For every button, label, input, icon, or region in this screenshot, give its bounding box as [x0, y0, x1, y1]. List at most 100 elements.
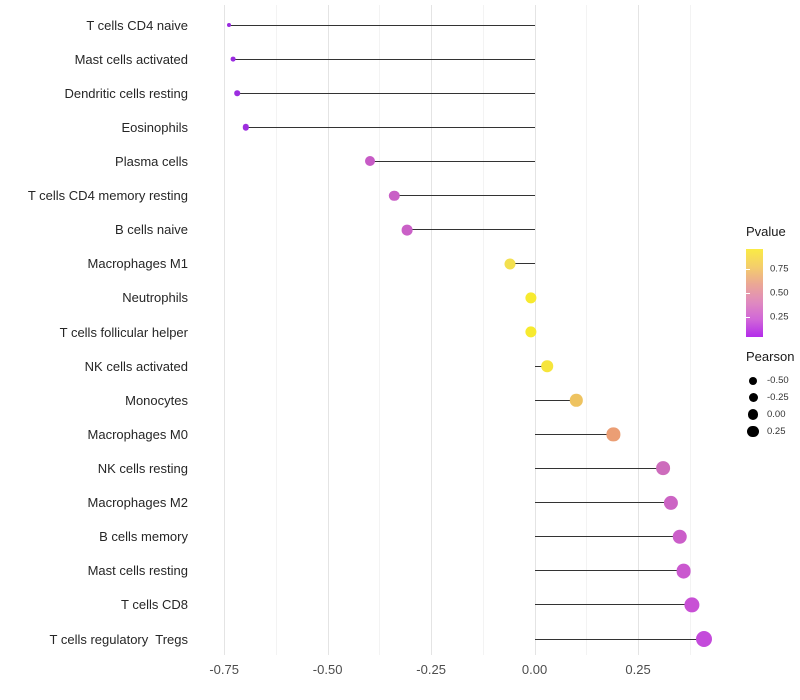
pearson-size-circle [747, 425, 759, 438]
pearson-legend-item: 0.00 [746, 406, 794, 423]
data-point [525, 292, 537, 304]
pvalue-colorbar: 0.75 0.50 0.25 [746, 249, 800, 337]
row-track [197, 451, 737, 485]
row-track [197, 554, 737, 588]
gridline-major [431, 5, 433, 655]
row-track [197, 315, 737, 349]
pearson-size-label: -0.50 [767, 375, 789, 386]
pearson-size-key [746, 376, 760, 385]
pearson-size-label: -0.25 [767, 392, 789, 403]
row-track [197, 144, 737, 178]
pvalue-tick-label: 0.75 [770, 263, 789, 275]
lollipop-row: NK cells resting [0, 451, 737, 485]
pvalue-legend-title: Pvalue [746, 224, 786, 239]
lollipop-row: Dendritic cells resting [0, 76, 737, 110]
stem-line [245, 126, 535, 128]
category-label: T cells CD8 [121, 597, 188, 613]
data-point [672, 529, 687, 544]
data-point [541, 360, 554, 372]
x-axis-tick-label: -0.50 [312, 662, 343, 677]
gridline-major [638, 5, 640, 655]
x-axis-tick-label: 0.00 [521, 662, 548, 677]
stem-line [534, 399, 577, 401]
row-track [197, 349, 737, 383]
data-point [676, 563, 692, 579]
category-label: Neutrophils [122, 290, 188, 306]
category-label: Macrophages M1 [87, 256, 188, 272]
row-track [197, 417, 737, 451]
row-track [197, 486, 737, 520]
pvalue-tick-mark [746, 269, 750, 270]
pvalue-tick-mark [746, 317, 750, 318]
pearson-size-circle [747, 409, 759, 420]
gridline-minor [482, 5, 484, 655]
row-track [197, 247, 737, 281]
x-axis-tick-label: 0.25 [625, 662, 651, 677]
category-label: B cells memory [99, 529, 188, 545]
stem-line [534, 365, 548, 367]
data-point [525, 326, 537, 338]
data-point [364, 156, 375, 167]
lollipop-row: Macrophages M2 [0, 486, 737, 520]
stem-line [534, 467, 664, 469]
data-point [684, 597, 700, 613]
category-label: Mast cells activated [74, 51, 188, 67]
category-label: Macrophages M2 [87, 495, 188, 511]
pearson-size-circle [748, 393, 758, 402]
row-track [197, 520, 737, 554]
pearson-legend-item: -0.50 [746, 372, 794, 389]
category-label: Dendritic cells resting [64, 85, 188, 101]
row-track [197, 8, 737, 42]
lollipop-row: T cells CD4 naive [0, 8, 737, 42]
gridline-major [327, 5, 329, 655]
stem-line [369, 160, 535, 162]
stem-line [534, 433, 614, 435]
data-point [242, 124, 249, 131]
lollipop-row: Monocytes [0, 383, 737, 417]
category-label: Eosinophils [121, 119, 189, 135]
stem-line [406, 229, 535, 231]
pearson-size-key [746, 425, 760, 438]
gridline-minor [379, 5, 381, 655]
stem-line [534, 502, 672, 504]
data-point [570, 394, 583, 407]
pearson-size-key [746, 409, 760, 420]
data-point [696, 631, 713, 648]
pearson-legend-title: Pearson [746, 349, 795, 364]
data-point [230, 56, 236, 62]
stem-line [394, 195, 535, 197]
pearson-legend-item: -0.25 [746, 389, 794, 406]
stem-line [534, 638, 705, 640]
category-label: Mast cells resting [87, 563, 188, 579]
row-track [197, 110, 737, 144]
x-axis-tick-label: -0.75 [209, 662, 239, 677]
row-track [197, 76, 737, 110]
row-track [197, 588, 737, 622]
gridline-major [224, 5, 226, 655]
plot-panel [196, 5, 737, 655]
pvalue-legend: Pvalue 0.75 0.50 0.25 [746, 224, 800, 337]
lollipop-row: Plasma cells [0, 144, 737, 178]
lollipop-row: Mast cells activated [0, 42, 737, 76]
row-track [197, 281, 737, 315]
category-label: NK cells resting [97, 460, 188, 476]
gridline-minor [586, 5, 588, 655]
lollipop-row: T cells follicular helper [0, 315, 737, 349]
data-point [234, 90, 241, 97]
data-point [656, 461, 670, 476]
pvalue-gradient-bar [746, 249, 763, 337]
lollipop-row: B cells memory [0, 520, 737, 554]
stem-line [510, 263, 535, 265]
category-label: Monocytes [125, 392, 188, 408]
stem-line [229, 24, 535, 26]
lollipop-row: Neutrophils [0, 281, 737, 315]
pvalue-tick-label: 0.25 [770, 311, 789, 323]
pearson-size-key [746, 393, 760, 402]
category-label: B cells naive [115, 222, 188, 238]
lollipop-row: B cells naive [0, 213, 737, 247]
lollipop-row: T cells regulatory Tregs [0, 622, 737, 656]
stem-line [534, 536, 680, 538]
pearson-legend-item: 0.25 [746, 423, 794, 440]
stem-line [237, 92, 535, 94]
